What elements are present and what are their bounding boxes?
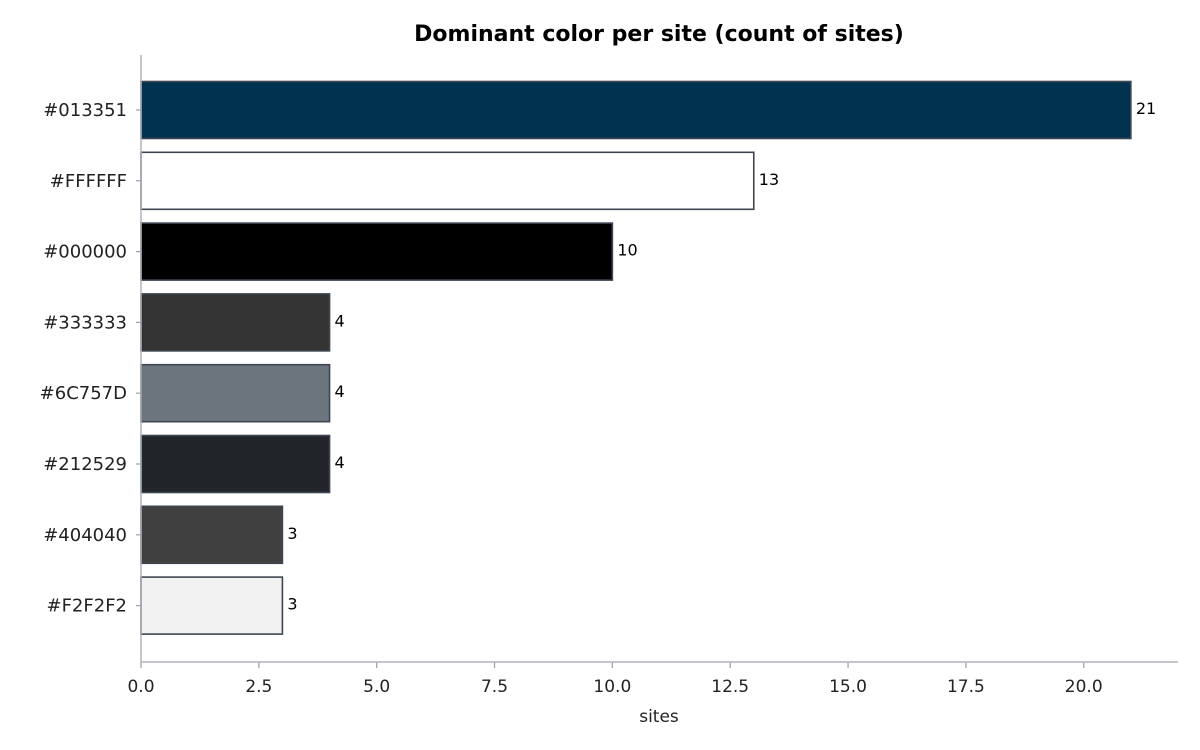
value-label-7: 3 (287, 595, 297, 614)
category-label-5: #212529 (43, 454, 127, 475)
x-axis-title: sites (639, 707, 679, 727)
bar-4 (140, 363, 331, 423)
bar-2 (140, 222, 614, 281)
x-tick-label-7: 17.5 (947, 677, 985, 697)
value-label-0: 21 (1136, 99, 1156, 118)
x-tick-label-2: 5.0 (363, 677, 390, 697)
bar-1 (140, 151, 755, 211)
x-tick-label-5: 12.5 (711, 677, 749, 697)
bar-6 (140, 505, 284, 565)
x-tick-label-8: 20.0 (1065, 677, 1103, 697)
x-tick-label-6: 15.0 (829, 677, 867, 697)
category-label-0: #013351 (43, 100, 127, 121)
value-label-2: 10 (617, 241, 637, 260)
x-ticks-group: 0.0 2.5 5.0 7.5 10.0 12.5 15.0 17.5 20.0 (127, 662, 1103, 697)
category-label-3: #333333 (43, 312, 127, 333)
category-label-1: #FFFFFF (50, 171, 127, 192)
bar-7 (140, 576, 284, 635)
category-label-4: #6C757D (40, 383, 127, 404)
category-label-7: #F2F2F2 (47, 596, 128, 617)
x-tick-label-3: 7.5 (481, 677, 508, 697)
bars-group (140, 80, 1132, 635)
chart-title: Dominant color per site (count of sites) (414, 22, 904, 47)
bar-0 (140, 80, 1132, 140)
value-label-1: 13 (759, 170, 779, 189)
x-tick-label-1: 2.5 (245, 677, 272, 697)
category-label-6: #404040 (43, 525, 127, 546)
value-label-3: 4 (335, 311, 345, 330)
bar-5 (140, 434, 331, 494)
x-tick-label-0: 0.0 (127, 677, 154, 697)
category-labels-group: #013351 #FFFFFF #000000 #333333 #6C757D #2125… (40, 100, 141, 617)
bar-3 (140, 293, 331, 352)
value-label-4: 4 (335, 382, 345, 401)
category-label-2: #000000 (43, 242, 127, 263)
value-labels-group: 21 13 10 4 4 4 3 3 (287, 99, 1156, 614)
value-label-6: 3 (287, 524, 297, 543)
value-label-5: 4 (335, 453, 345, 472)
x-tick-label-4: 10.0 (593, 677, 631, 697)
